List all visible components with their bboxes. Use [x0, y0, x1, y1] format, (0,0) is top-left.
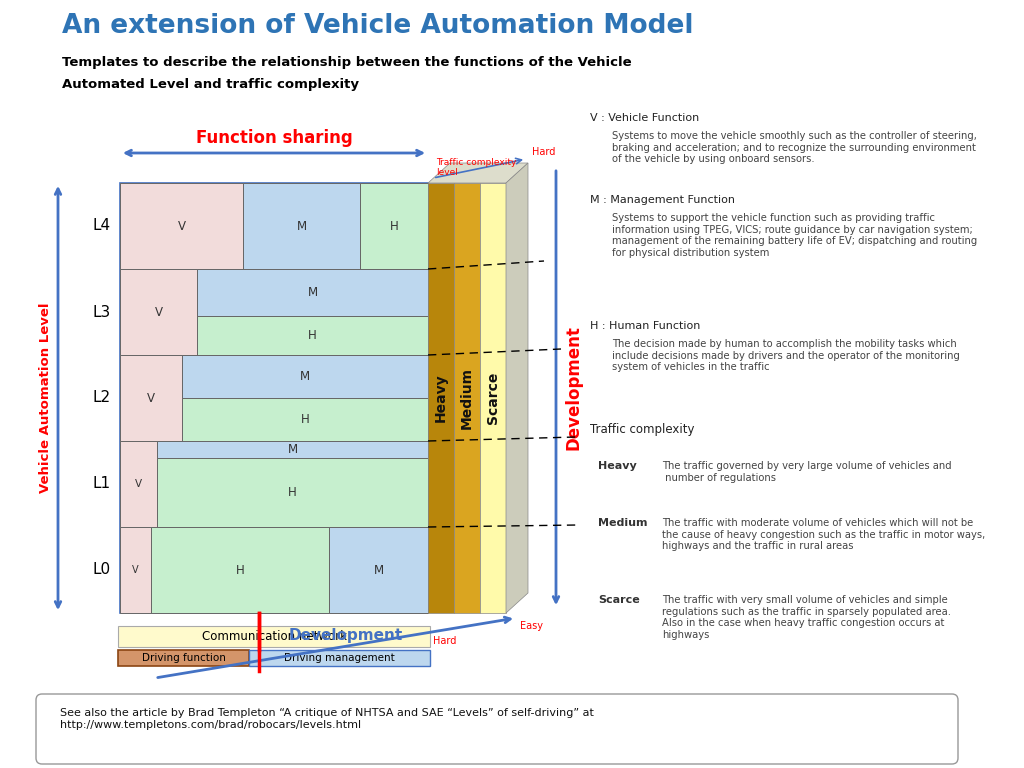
- Text: L3: L3: [93, 304, 112, 319]
- Bar: [120, 183, 244, 269]
- Text: H: H: [390, 220, 398, 233]
- Text: Communication network: Communication network: [202, 630, 346, 643]
- Bar: [120, 441, 157, 527]
- Text: L2: L2: [93, 390, 111, 406]
- Text: Traffic complexity
level: Traffic complexity level: [436, 157, 516, 177]
- Text: V: V: [146, 392, 155, 405]
- Text: The traffic with moderate volume of vehicles which will not be
the cause of heav: The traffic with moderate volume of vehi…: [662, 518, 985, 551]
- Bar: [244, 183, 360, 269]
- Bar: [157, 458, 428, 527]
- Text: H: H: [300, 413, 309, 426]
- Bar: [197, 316, 428, 355]
- Text: Heavy: Heavy: [434, 374, 449, 422]
- Text: Function sharing: Function sharing: [196, 129, 352, 147]
- Bar: [120, 355, 181, 441]
- Text: M: M: [307, 286, 317, 300]
- Bar: [120, 269, 197, 355]
- Bar: [428, 183, 454, 613]
- Text: H : Human Function: H : Human Function: [590, 321, 700, 331]
- Bar: [151, 527, 330, 613]
- Bar: [197, 269, 428, 316]
- Text: Heavy: Heavy: [598, 461, 637, 471]
- Text: Development: Development: [564, 326, 582, 451]
- Bar: [249, 650, 430, 666]
- Bar: [118, 626, 430, 647]
- Text: V : Vehicle Function: V : Vehicle Function: [590, 113, 699, 123]
- Text: Driving function: Driving function: [141, 653, 225, 663]
- Polygon shape: [428, 163, 528, 183]
- Text: H: H: [308, 329, 316, 343]
- Bar: [330, 527, 428, 613]
- Text: The decision made by human to accomplish the mobility tasks which
include decisi: The decision made by human to accomplish…: [612, 339, 959, 372]
- Text: Traffic complexity: Traffic complexity: [590, 423, 694, 436]
- Text: V: V: [155, 306, 163, 319]
- Text: V: V: [177, 220, 185, 233]
- Text: H: H: [288, 486, 297, 499]
- Text: The traffic with very small volume of vehicles and simple
regulations such as th: The traffic with very small volume of ve…: [662, 595, 951, 640]
- Text: Vehicle Automation Level: Vehicle Automation Level: [40, 303, 52, 493]
- Text: Systems to move the vehicle smoothly such as the controller of steering,
braking: Systems to move the vehicle smoothly suc…: [612, 131, 977, 164]
- Bar: [480, 183, 506, 613]
- Text: M: M: [297, 220, 307, 233]
- Text: Driving management: Driving management: [284, 653, 395, 663]
- Bar: [118, 650, 249, 666]
- Text: H: H: [236, 564, 245, 577]
- Text: Automated Level and traffic complexity: Automated Level and traffic complexity: [62, 78, 359, 91]
- Text: Medium: Medium: [598, 518, 647, 528]
- Text: Development: Development: [289, 628, 402, 643]
- Text: Systems to support the vehicle function such as providing traffic
information us: Systems to support the vehicle function …: [612, 213, 977, 258]
- Text: M : Management Function: M : Management Function: [590, 195, 735, 205]
- Text: Medium: Medium: [460, 367, 474, 429]
- Text: M: M: [374, 564, 384, 577]
- Text: L4: L4: [93, 219, 111, 233]
- FancyBboxPatch shape: [36, 694, 958, 764]
- Text: Hard: Hard: [433, 636, 457, 646]
- Bar: [120, 527, 151, 613]
- Bar: [181, 355, 428, 398]
- Polygon shape: [506, 163, 528, 613]
- Text: The traffic governed by very large volume of vehicles and
 number of regulations: The traffic governed by very large volum…: [662, 461, 951, 482]
- Text: V: V: [135, 479, 142, 489]
- Text: Templates to describe the relationship between the functions of the Vehicle: Templates to describe the relationship b…: [62, 56, 632, 69]
- Bar: [120, 183, 428, 613]
- Bar: [360, 183, 428, 269]
- Bar: [157, 441, 428, 458]
- Text: V: V: [132, 565, 138, 575]
- Text: M: M: [300, 370, 310, 383]
- Text: An extension of Vehicle Automation Model: An extension of Vehicle Automation Model: [62, 13, 693, 39]
- Text: Scarce: Scarce: [598, 595, 640, 605]
- Text: L0: L0: [93, 562, 111, 578]
- Text: L1: L1: [93, 476, 111, 492]
- Text: Easy: Easy: [520, 621, 543, 631]
- Text: M: M: [288, 443, 298, 456]
- Bar: [181, 398, 428, 441]
- Text: See also the article by Brad Templeton “A critique of NHTSA and SAE “Levels” of : See also the article by Brad Templeton “…: [60, 708, 594, 730]
- Text: Hard: Hard: [532, 147, 555, 157]
- Text: Scarce: Scarce: [486, 372, 500, 424]
- Bar: [454, 183, 480, 613]
